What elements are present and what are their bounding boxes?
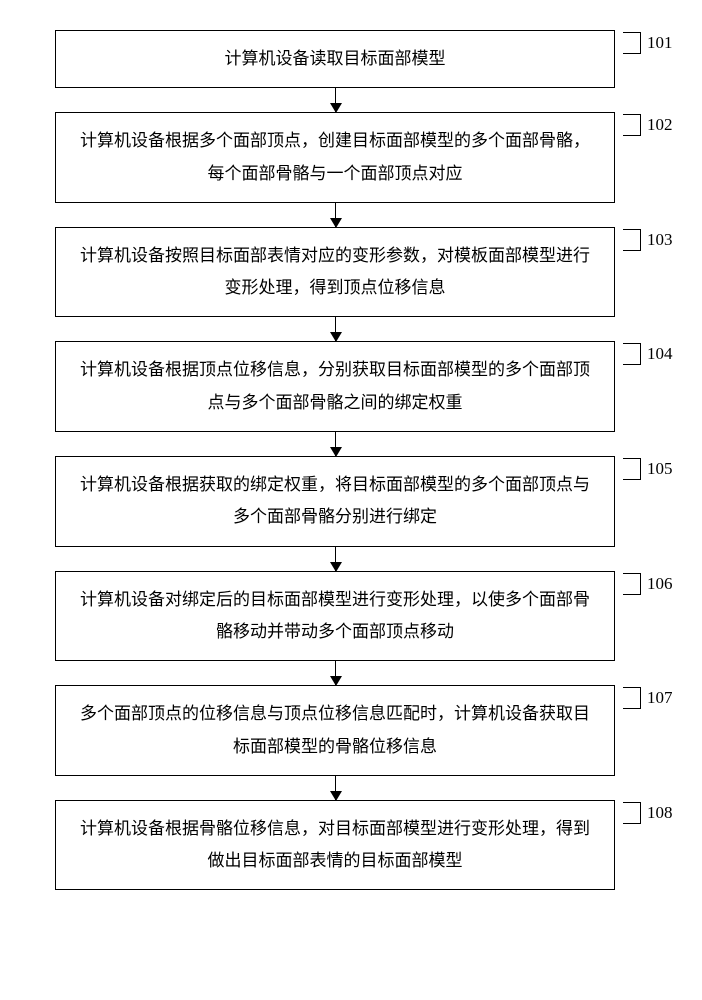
arrow-down-icon <box>335 776 336 800</box>
step-row: 计算机设备读取目标面部模型 101 <box>20 30 682 88</box>
step-label-107: 107 <box>623 687 673 709</box>
step-text: 计算机设备根据骨骼位移信息，对目标面部模型进行变形处理，得到做出目标面部表情的目… <box>74 813 596 878</box>
step-box-102: 计算机设备根据多个面部顶点，创建目标面部模型的多个面部骨骼，每个面部骨骼与一个面… <box>55 112 615 203</box>
arrow-down-icon <box>335 661 336 685</box>
bracket-icon <box>623 32 641 54</box>
step-box-106: 计算机设备对绑定后的目标面部模型进行变形处理，以使多个面部骨骼移动并带动多个面部… <box>55 571 615 662</box>
step-row: 计算机设备根据多个面部顶点，创建目标面部模型的多个面部骨骼，每个面部骨骼与一个面… <box>20 112 682 203</box>
step-box-103: 计算机设备按照目标面部表情对应的变形参数，对模板面部模型进行变形处理，得到顶点位… <box>55 227 615 318</box>
step-row: 计算机设备根据骨骼位移信息，对目标面部模型进行变形处理，得到做出目标面部表情的目… <box>20 800 682 891</box>
arrow-down-icon <box>335 547 336 571</box>
step-row: 计算机设备根据顶点位移信息，分别获取目标面部模型的多个面部顶点与多个面部骨骼之间… <box>20 341 682 432</box>
step-row: 计算机设备对绑定后的目标面部模型进行变形处理，以使多个面部骨骼移动并带动多个面部… <box>20 571 682 662</box>
step-label-108: 108 <box>623 802 673 824</box>
step-number: 107 <box>647 688 673 707</box>
step-label-103: 103 <box>623 229 673 251</box>
step-text: 计算机设备按照目标面部表情对应的变形参数，对模板面部模型进行变形处理，得到顶点位… <box>74 240 596 305</box>
step-number: 105 <box>647 459 673 478</box>
step-box-105: 计算机设备根据获取的绑定权重，将目标面部模型的多个面部顶点与多个面部骨骼分别进行… <box>55 456 615 547</box>
step-text: 多个面部顶点的位移信息与顶点位移信息匹配时，计算机设备获取目标面部模型的骨骼位移… <box>74 698 596 763</box>
step-box-101: 计算机设备读取目标面部模型 <box>55 30 615 88</box>
step-row: 计算机设备按照目标面部表情对应的变形参数，对模板面部模型进行变形处理，得到顶点位… <box>20 227 682 318</box>
bracket-icon <box>623 229 641 251</box>
arrow-down-icon <box>335 203 336 227</box>
step-text: 计算机设备读取目标面部模型 <box>225 43 446 75</box>
arrow-down-icon <box>335 432 336 456</box>
step-number: 103 <box>647 230 673 249</box>
step-label-105: 105 <box>623 458 673 480</box>
step-label-102: 102 <box>623 114 673 136</box>
arrow-down-icon <box>335 88 336 112</box>
flowchart-container: 计算机设备读取目标面部模型 101 计算机设备根据多个面部顶点，创建目标面部模型… <box>20 30 682 890</box>
bracket-icon <box>623 687 641 709</box>
step-number: 101 <box>647 33 673 52</box>
step-text: 计算机设备根据多个面部顶点，创建目标面部模型的多个面部骨骼，每个面部骨骼与一个面… <box>74 125 596 190</box>
step-number: 106 <box>647 574 673 593</box>
step-row: 多个面部顶点的位移信息与顶点位移信息匹配时，计算机设备获取目标面部模型的骨骼位移… <box>20 685 682 776</box>
bracket-icon <box>623 573 641 595</box>
bracket-icon <box>623 458 641 480</box>
step-label-104: 104 <box>623 343 673 365</box>
step-number: 104 <box>647 344 673 363</box>
step-box-104: 计算机设备根据顶点位移信息，分别获取目标面部模型的多个面部顶点与多个面部骨骼之间… <box>55 341 615 432</box>
step-label-101: 101 <box>623 32 673 54</box>
step-box-107: 多个面部顶点的位移信息与顶点位移信息匹配时，计算机设备获取目标面部模型的骨骼位移… <box>55 685 615 776</box>
step-text: 计算机设备根据顶点位移信息，分别获取目标面部模型的多个面部顶点与多个面部骨骼之间… <box>74 354 596 419</box>
step-number: 108 <box>647 803 673 822</box>
step-row: 计算机设备根据获取的绑定权重，将目标面部模型的多个面部顶点与多个面部骨骼分别进行… <box>20 456 682 547</box>
step-box-108: 计算机设备根据骨骼位移信息，对目标面部模型进行变形处理，得到做出目标面部表情的目… <box>55 800 615 891</box>
bracket-icon <box>623 114 641 136</box>
bracket-icon <box>623 802 641 824</box>
step-text: 计算机设备对绑定后的目标面部模型进行变形处理，以使多个面部骨骼移动并带动多个面部… <box>74 584 596 649</box>
step-label-106: 106 <box>623 573 673 595</box>
step-number: 102 <box>647 115 673 134</box>
arrow-down-icon <box>335 317 336 341</box>
bracket-icon <box>623 343 641 365</box>
step-text: 计算机设备根据获取的绑定权重，将目标面部模型的多个面部顶点与多个面部骨骼分别进行… <box>74 469 596 534</box>
